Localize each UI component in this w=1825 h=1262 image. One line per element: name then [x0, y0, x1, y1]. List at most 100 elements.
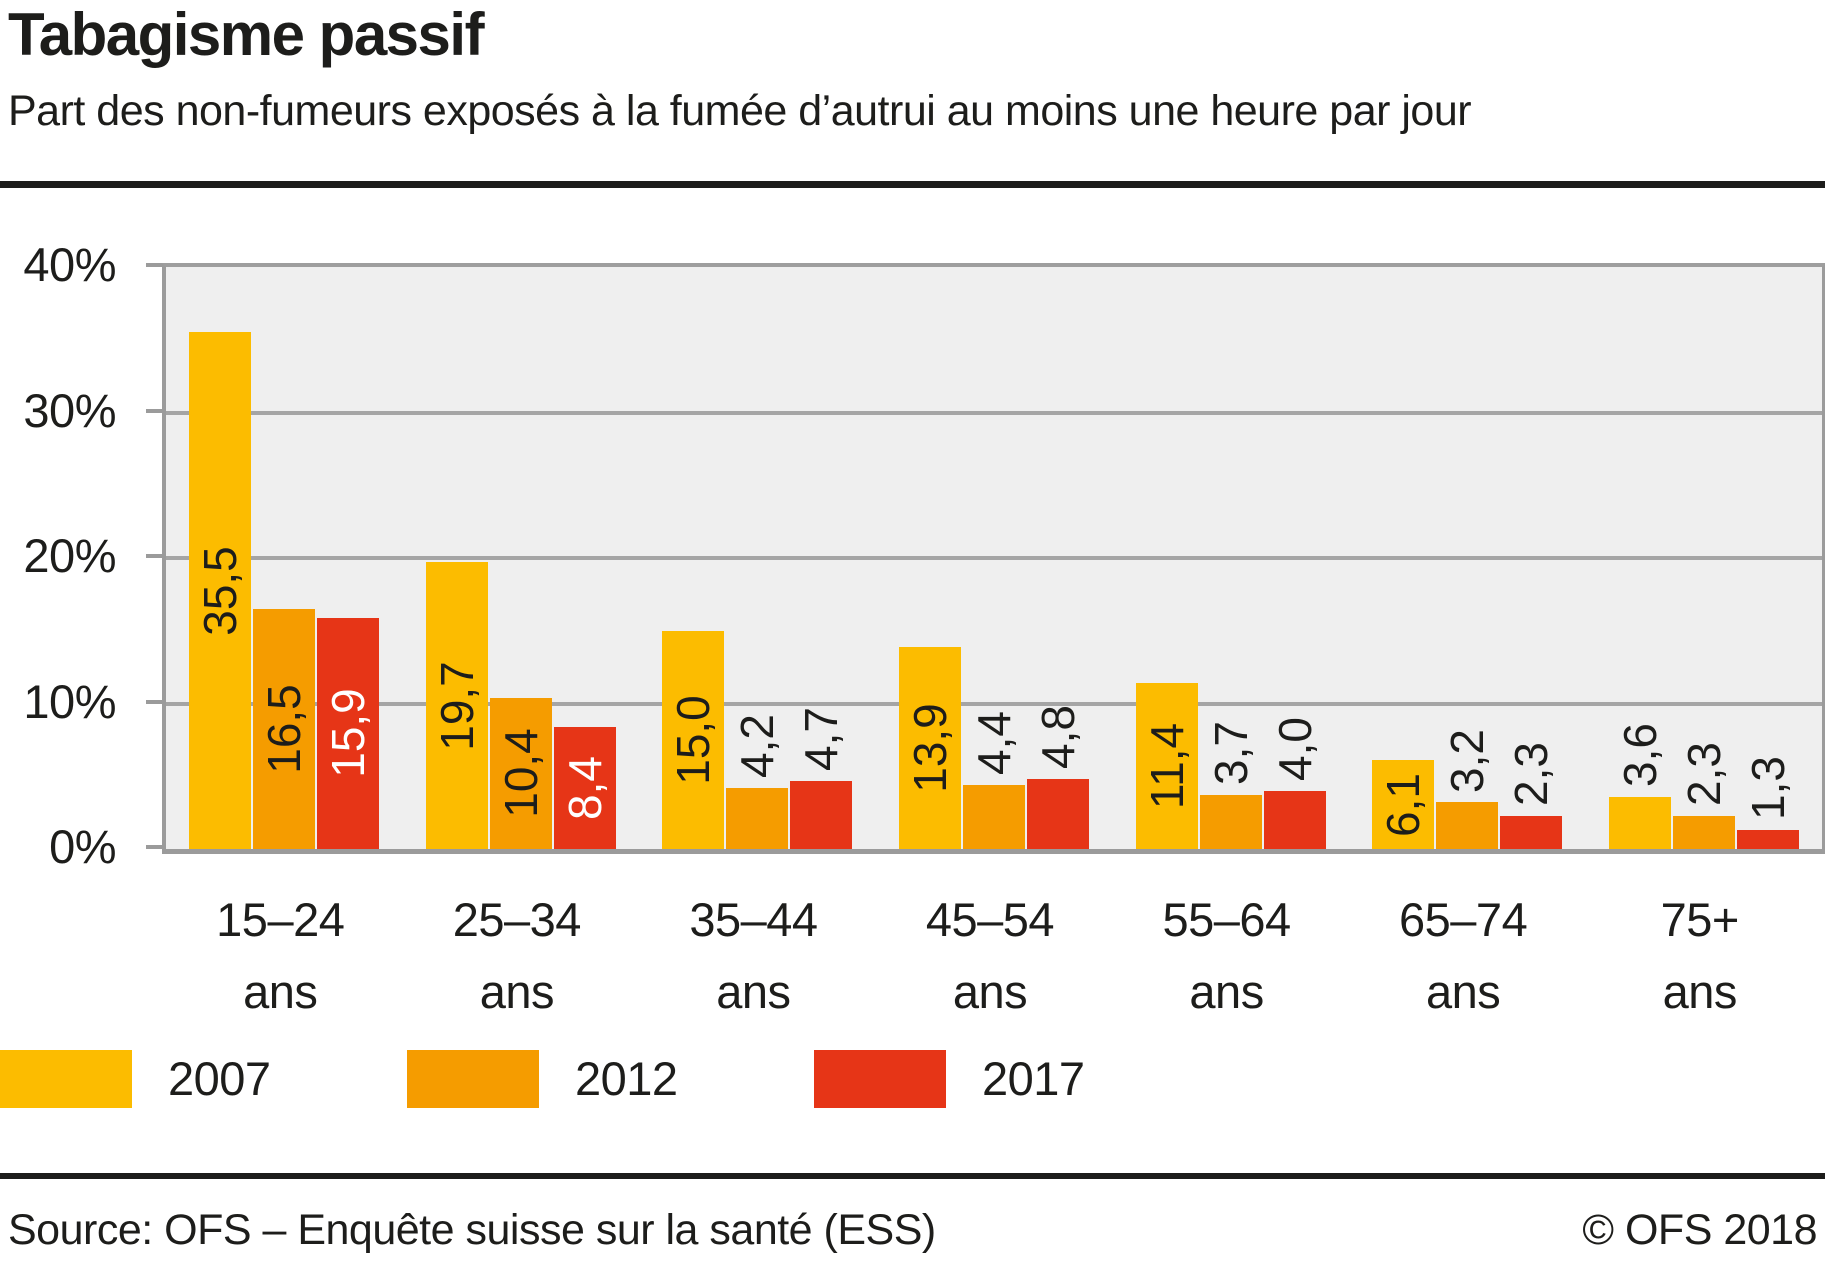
bar-2012: 10,4: [489, 697, 552, 849]
bar-value-label: 4,7: [795, 706, 848, 771]
x-category-range: 35–44: [689, 893, 818, 946]
legend-item-2007: 2007: [0, 1050, 271, 1108]
bar-value-label: 2,3: [1677, 741, 1730, 806]
y-tick-label: 40%: [23, 238, 116, 291]
bar-2017: 15,9: [317, 617, 380, 849]
y-tick-mark: [146, 845, 162, 849]
bar-value-label: 19,7: [430, 660, 483, 751]
plot-area: 35,5 16,5 15,9 19,7 10,4 8,4 15,0 4,2 4,7 13,9 4,4…: [162, 263, 1825, 854]
x-category-unit: ans: [243, 965, 318, 1018]
bar-value-label: 16,5: [258, 684, 311, 774]
page-title: Tabagisme passif: [8, 1, 485, 68]
legend: 2007 2012 2017: [0, 1050, 1825, 1108]
legend-label: 2012: [575, 1052, 678, 1105]
bar-2017: 8,4: [553, 726, 616, 849]
y-tick-label: 30%: [23, 383, 116, 437]
bar-value-label: 3,2: [1441, 728, 1494, 793]
x-category-unit: ans: [479, 965, 555, 1018]
bar-2012: 16,5: [253, 608, 316, 849]
bar-2012: 3,2: [1436, 729, 1499, 849]
y-tick-mark: [146, 263, 162, 267]
bar-group: 11,4 3,7 4,0: [1112, 267, 1349, 849]
bar-group: 19,7 10,4 8,4: [403, 267, 640, 849]
bar-cluster: 11,4 3,7 4,0: [1135, 267, 1326, 849]
page-subtitle: Part des non-fumeurs exposés à la fumée …: [8, 87, 1472, 135]
x-category-label: 25–34 ans: [399, 884, 636, 1028]
bar-cluster: 6,1 3,2 2,3: [1372, 267, 1563, 849]
bar-2007: 19,7: [425, 562, 488, 849]
bar-2007: 3,6: [1608, 723, 1671, 849]
bar-cluster: 19,7 10,4 8,4: [425, 267, 616, 849]
bar-group: 35,5 16,5 15,9: [166, 267, 403, 849]
legend-item-2017: 2017: [814, 1050, 1085, 1108]
copyright-text: © OFS 2018: [1582, 1206, 1817, 1254]
bar-value-label: 11,4: [1140, 723, 1193, 810]
x-category-range: 75+: [1660, 893, 1740, 946]
bar-2017: 4,7: [790, 707, 853, 849]
legend-swatch-2007: [0, 1050, 132, 1108]
bar-group: 3,6 2,3 1,3: [1585, 267, 1822, 849]
x-category-unit: ans: [1425, 965, 1501, 1018]
y-tick-mark: [146, 554, 162, 558]
x-category-label: 15–24 ans: [162, 884, 399, 1028]
bar-2007: 13,9: [898, 646, 961, 849]
footer: Source: OFS – Enquête suisse sur la sant…: [8, 1206, 1817, 1255]
bar-2017: 2,3: [1500, 742, 1563, 849]
x-category-range: 15–24: [216, 893, 345, 946]
y-tick-mark: [146, 408, 162, 413]
bar-value-label: 15,9: [322, 688, 375, 779]
x-axis: 15–24 ans 25–34 ans 35–44 ans 45–54 ans 55–64 ans…: [162, 884, 1818, 1034]
bar-2012: 4,2: [726, 714, 789, 849]
bar-value-label: 3,7: [1204, 721, 1257, 786]
bar-2007: 35,5: [189, 332, 252, 849]
y-tick-label: 10%: [23, 674, 116, 728]
bar-cluster: 15,0 4,2 4,7: [662, 267, 853, 849]
gridline: [166, 556, 1822, 560]
bar-2017: 4,8: [1026, 705, 1089, 849]
bar-value-label: 4,4: [967, 711, 1020, 775]
bar-value-label: 4,0: [1268, 716, 1321, 781]
x-category-label: 65–74 ans: [1345, 884, 1582, 1028]
legend-label: 2007: [168, 1052, 271, 1105]
bar-group: 6,1 3,2 2,3: [1349, 267, 1586, 849]
bar-value-label: 8,4: [558, 755, 611, 820]
bar-2007: 11,4: [1135, 683, 1198, 849]
bar-2012: 4,4: [962, 711, 1025, 849]
y-axis: 40% 30% 20% 10% 0%: [0, 238, 162, 925]
legend-swatch-2017: [814, 1050, 946, 1108]
y-tick-mark: [146, 699, 162, 704]
footer-divider: [0, 1173, 1825, 1179]
bar-value-label: 35,5: [194, 545, 247, 636]
x-category-range: 25–34: [452, 893, 582, 946]
x-category-unit: ans: [1189, 965, 1264, 1018]
x-category-range: 45–54: [925, 893, 1055, 946]
bar-2017: 1,3: [1736, 756, 1799, 849]
x-category-label: 55–64 ans: [1108, 884, 1345, 1028]
bar-2012: 3,7: [1199, 721, 1262, 849]
bar-value-label: 4,8: [1031, 705, 1084, 770]
legend-swatch-2012: [407, 1050, 539, 1108]
bar-value-label: 1,3: [1741, 756, 1794, 821]
x-category-unit: ans: [952, 965, 1028, 1018]
title-divider: [0, 181, 1825, 188]
bar-value-label: 2,3: [1505, 741, 1558, 806]
gridline: [166, 410, 1822, 415]
bar-cluster: 3,6 2,3 1,3: [1608, 267, 1799, 849]
x-category-unit: ans: [1662, 965, 1738, 1018]
x-category-range: 55–64: [1162, 893, 1291, 946]
gridline: [166, 701, 1822, 706]
x-category-label: 45–54 ans: [872, 884, 1109, 1028]
bar-group: 15,0 4,2 4,7: [639, 267, 876, 849]
x-category-label: 35–44 ans: [635, 884, 872, 1028]
y-tick-label: 0%: [49, 820, 116, 873]
bar-cluster: 13,9 4,4 4,8: [898, 267, 1089, 849]
bar-2017: 4,0: [1263, 717, 1326, 849]
bar-cluster: 35,5 16,5 15,9: [189, 267, 380, 849]
bar-2007: 15,0: [662, 630, 725, 849]
x-category-label: 75+ ans: [1581, 884, 1818, 1028]
bar-value-label: 15,0: [667, 695, 720, 785]
bar-2007: 6,1: [1372, 760, 1435, 849]
x-category-unit: ans: [716, 965, 791, 1018]
bar-group: 13,9 4,4 4,8: [876, 267, 1113, 849]
